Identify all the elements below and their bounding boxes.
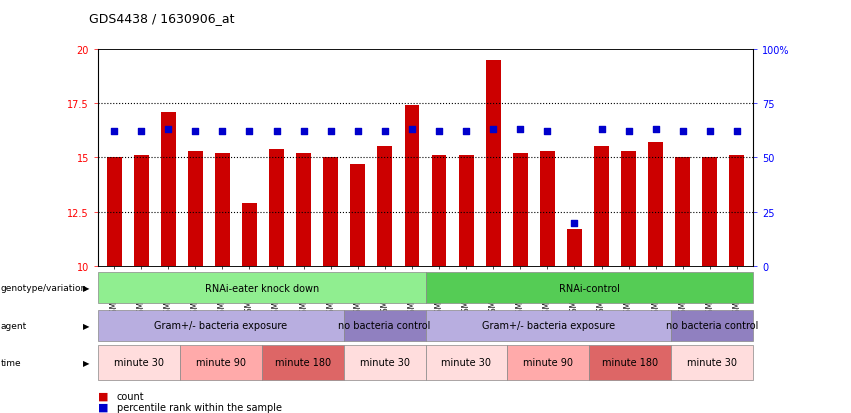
- Text: percentile rank within the sample: percentile rank within the sample: [117, 402, 282, 412]
- Text: RNAi-control: RNAi-control: [559, 283, 620, 293]
- Bar: [378, 147, 392, 266]
- Bar: [513, 154, 528, 266]
- Text: ▶: ▶: [83, 358, 89, 367]
- Text: RNAi-eater knock down: RNAi-eater knock down: [204, 283, 319, 293]
- Point: [270, 129, 283, 135]
- Point: [648, 126, 662, 133]
- Point: [703, 129, 717, 135]
- Text: genotype/variation: genotype/variation: [1, 284, 87, 292]
- Bar: [431, 156, 447, 266]
- Point: [215, 129, 229, 135]
- Bar: [106, 158, 122, 266]
- Bar: [404, 106, 420, 266]
- Text: Gram+/- bacteria exposure: Gram+/- bacteria exposure: [154, 320, 288, 330]
- Bar: [188, 152, 203, 266]
- Point: [162, 126, 175, 133]
- Point: [324, 129, 338, 135]
- Point: [568, 220, 581, 226]
- Point: [460, 129, 473, 135]
- Point: [730, 129, 744, 135]
- Point: [405, 126, 419, 133]
- Text: Gram+/- bacteria exposure: Gram+/- bacteria exposure: [482, 320, 615, 330]
- Text: ▶: ▶: [83, 321, 89, 330]
- Point: [676, 129, 689, 135]
- Bar: [486, 60, 500, 266]
- Point: [189, 129, 203, 135]
- Point: [351, 129, 364, 135]
- Point: [487, 126, 500, 133]
- Text: minute 30: minute 30: [114, 357, 164, 368]
- Bar: [161, 112, 175, 266]
- Text: time: time: [1, 358, 21, 367]
- Text: minute 30: minute 30: [687, 357, 737, 368]
- Text: minute 180: minute 180: [275, 357, 331, 368]
- Point: [595, 126, 608, 133]
- Point: [134, 129, 148, 135]
- Bar: [242, 204, 257, 266]
- Bar: [594, 147, 609, 266]
- Text: count: count: [117, 391, 144, 401]
- Point: [622, 129, 636, 135]
- Text: ■: ■: [98, 402, 108, 412]
- Text: GDS4438 / 1630906_at: GDS4438 / 1630906_at: [89, 12, 235, 25]
- Bar: [351, 164, 365, 266]
- Text: minute 30: minute 30: [359, 357, 409, 368]
- Point: [378, 129, 391, 135]
- Bar: [567, 230, 582, 266]
- Point: [107, 129, 121, 135]
- Point: [243, 129, 256, 135]
- Bar: [540, 152, 555, 266]
- Bar: [729, 156, 745, 266]
- Point: [540, 129, 554, 135]
- Bar: [323, 158, 338, 266]
- Text: minute 30: minute 30: [442, 357, 492, 368]
- Bar: [459, 156, 473, 266]
- Bar: [269, 149, 284, 266]
- Bar: [621, 152, 636, 266]
- Text: no bacteria control: no bacteria control: [666, 320, 758, 330]
- Bar: [296, 154, 311, 266]
- Bar: [648, 143, 663, 266]
- Text: minute 90: minute 90: [196, 357, 246, 368]
- Point: [432, 129, 446, 135]
- Text: ▶: ▶: [83, 284, 89, 292]
- Text: no bacteria control: no bacteria control: [339, 320, 431, 330]
- Bar: [215, 154, 230, 266]
- Text: agent: agent: [1, 321, 27, 330]
- Text: minute 180: minute 180: [603, 357, 659, 368]
- Bar: [676, 158, 690, 266]
- Bar: [134, 156, 149, 266]
- Bar: [702, 158, 717, 266]
- Text: minute 90: minute 90: [523, 357, 574, 368]
- Text: ■: ■: [98, 391, 108, 401]
- Point: [513, 126, 527, 133]
- Point: [297, 129, 311, 135]
